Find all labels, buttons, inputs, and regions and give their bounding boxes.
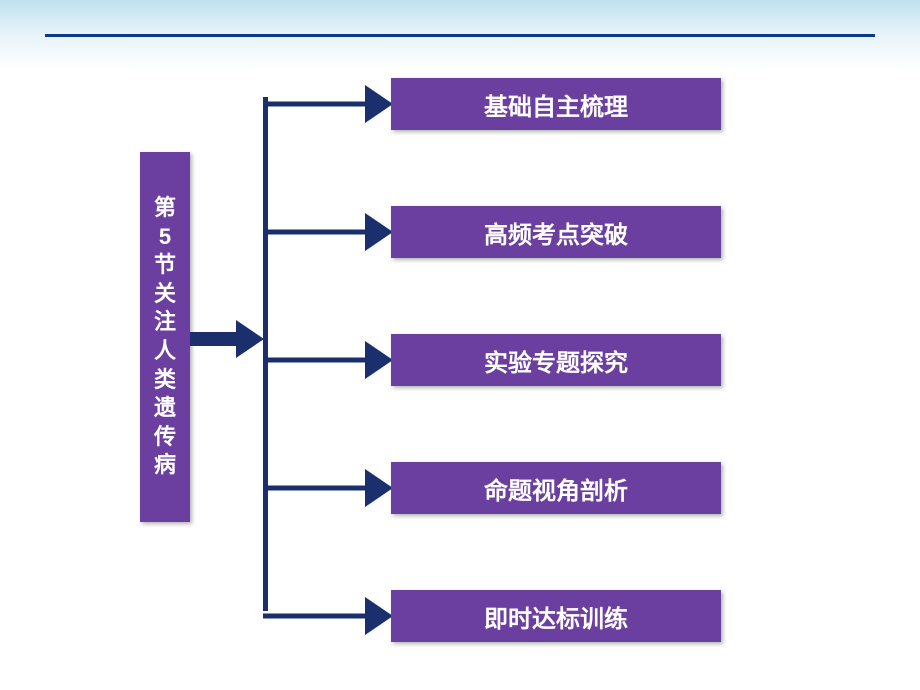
topic-box[interactable]: 命题视角剖析 <box>391 462 721 514</box>
branch-arrow-icon <box>263 597 393 635</box>
branch-arrow-icon <box>263 85 393 123</box>
topic-label: 高频考点突破 <box>484 215 628 250</box>
chapter-title-box: 第5节关注人类遗传病 <box>140 152 190 522</box>
branch-arrow-icon <box>263 341 393 379</box>
branch-row: 实验专题探究 <box>263 334 721 386</box>
topic-box[interactable]: 基础自主梳理 <box>391 78 721 130</box>
diagram-root: 第5节关注人类遗传病 基础自主梳理高频考点突破实验专题探究命题视角剖析即时达标训… <box>0 0 920 690</box>
branch-row: 基础自主梳理 <box>263 78 721 130</box>
branch-arrow-icon <box>263 213 393 251</box>
topic-box[interactable]: 即时达标训练 <box>391 590 721 642</box>
topic-box[interactable]: 实验专题探究 <box>391 334 721 386</box>
branch-row: 命题视角剖析 <box>263 462 721 514</box>
topic-label: 即时达标训练 <box>484 599 628 634</box>
topic-label: 命题视角剖析 <box>484 471 628 506</box>
topic-label: 基础自主梳理 <box>484 87 628 122</box>
topic-box[interactable]: 高频考点突破 <box>391 206 721 258</box>
trunk-arrow-icon <box>190 320 264 358</box>
branch-arrow-icon <box>263 469 393 507</box>
branch-row: 高频考点突破 <box>263 206 721 258</box>
branch-row: 即时达标训练 <box>263 590 721 642</box>
topic-label: 实验专题探究 <box>484 343 628 378</box>
